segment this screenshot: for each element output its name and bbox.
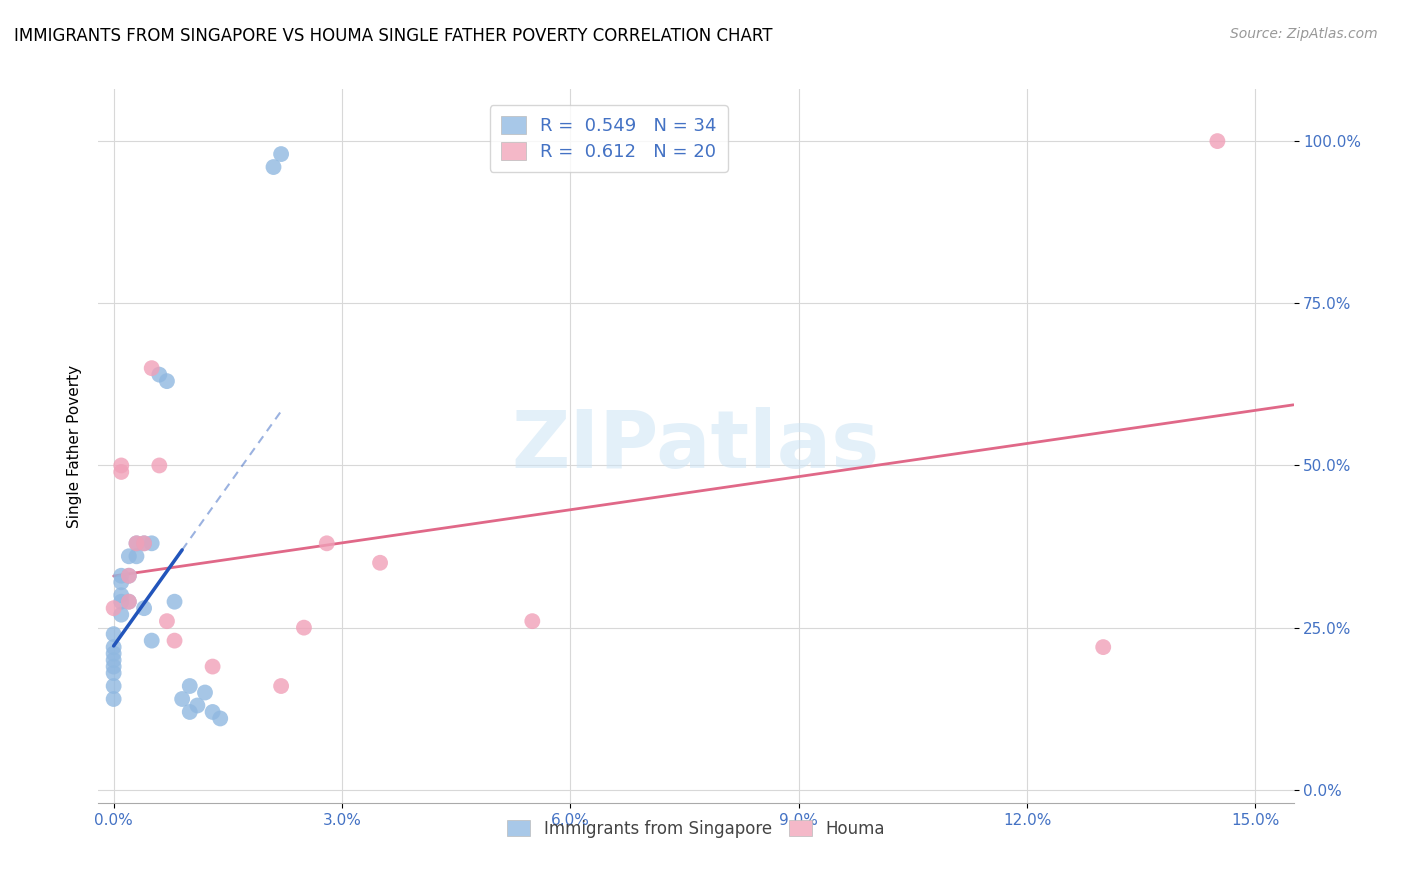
Point <box>103 601 125 615</box>
Point <box>118 568 141 582</box>
Point <box>201 705 224 719</box>
Point <box>110 607 132 622</box>
Point <box>156 374 179 388</box>
Point <box>270 679 292 693</box>
Point <box>315 536 337 550</box>
Point <box>141 633 163 648</box>
Point <box>368 556 391 570</box>
Point <box>201 659 224 673</box>
Point <box>125 536 148 550</box>
Point <box>118 595 141 609</box>
Point <box>103 692 125 706</box>
Point <box>103 627 125 641</box>
Point <box>118 549 141 564</box>
Point <box>172 692 194 706</box>
Point <box>103 666 125 681</box>
Point <box>110 465 132 479</box>
Point <box>209 711 232 725</box>
Point <box>263 160 285 174</box>
Point <box>103 647 125 661</box>
Point <box>132 536 155 550</box>
Point <box>156 614 179 628</box>
Point <box>292 621 315 635</box>
Point <box>194 685 217 699</box>
Point <box>103 659 125 673</box>
Point <box>110 588 132 602</box>
Point <box>103 679 125 693</box>
Text: Source: ZipAtlas.com: Source: ZipAtlas.com <box>1230 27 1378 41</box>
Point <box>132 536 155 550</box>
Point <box>141 361 163 376</box>
Point <box>110 458 132 473</box>
Point <box>179 705 201 719</box>
Point <box>163 595 186 609</box>
Point <box>270 147 292 161</box>
Point <box>118 568 141 582</box>
Point <box>179 679 201 693</box>
Point <box>125 549 148 564</box>
Point <box>141 536 163 550</box>
Point <box>1206 134 1229 148</box>
Point <box>118 595 141 609</box>
Point <box>522 614 544 628</box>
Point <box>125 536 148 550</box>
Point <box>110 575 132 590</box>
Point <box>110 568 132 582</box>
Legend: Immigrants from Singapore, Houma: Immigrants from Singapore, Houma <box>501 814 891 845</box>
Point <box>110 595 132 609</box>
Point <box>1092 640 1115 654</box>
Point <box>148 368 170 382</box>
Point <box>103 640 125 654</box>
Point <box>163 633 186 648</box>
Y-axis label: Single Father Poverty: Single Father Poverty <box>66 365 82 527</box>
Point <box>148 458 170 473</box>
Text: ZIPatlas: ZIPatlas <box>512 407 880 485</box>
Point <box>103 653 125 667</box>
Point <box>132 601 155 615</box>
Text: IMMIGRANTS FROM SINGAPORE VS HOUMA SINGLE FATHER POVERTY CORRELATION CHART: IMMIGRANTS FROM SINGAPORE VS HOUMA SINGL… <box>14 27 772 45</box>
Point <box>186 698 208 713</box>
